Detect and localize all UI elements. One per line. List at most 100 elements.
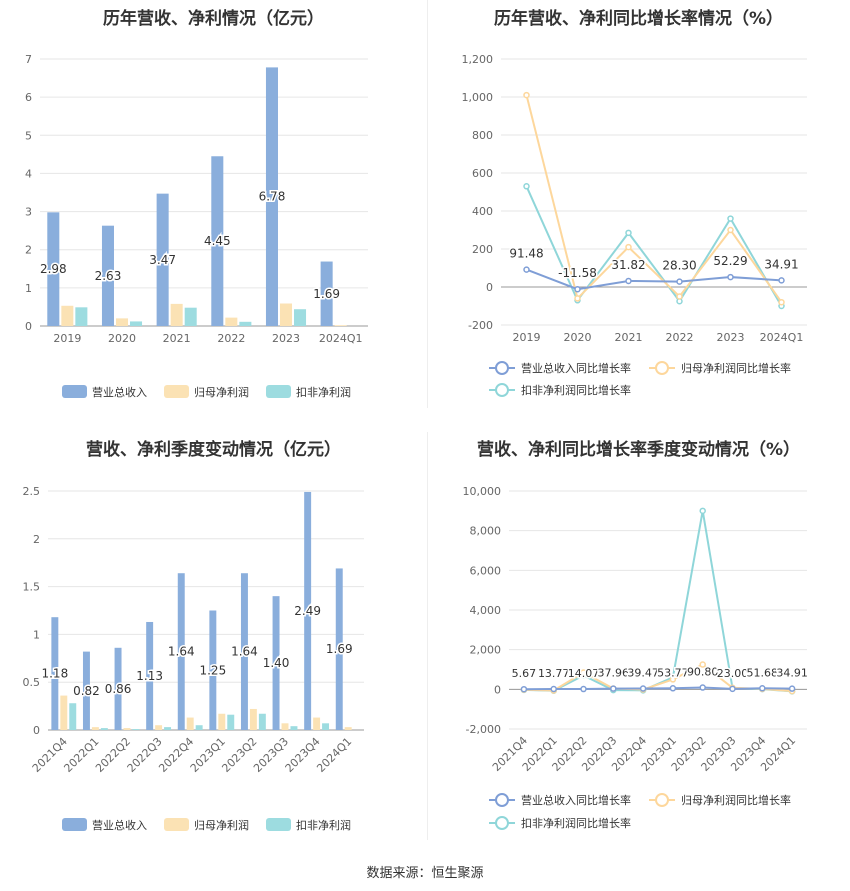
revenue-value-label: 1.13: [136, 669, 163, 683]
deducted-profit-bar: [195, 725, 203, 730]
legend-label: 营业总收入同比增长率: [521, 793, 631, 807]
revenue-growth-point: [639, 685, 647, 692]
revenue-growth-label: 5.67: [512, 667, 537, 680]
legend-label: 扣非净利润: [296, 385, 351, 399]
net-profit-growth-point: [574, 295, 581, 302]
quarterly-revenue-profit-panel: 营收、净利季度变动情况（亿元） 0 0.5 1 1.5 2 2.5 2021Q4 2022Q1…: [0, 427, 427, 847]
revenue-value-label: 1.64: [168, 645, 195, 659]
revenue-growth-label: 28.30: [662, 259, 696, 273]
revenue-growth-point: [625, 277, 632, 285]
deducted-profit-bar: [130, 321, 143, 326]
revenue-value-label: 3.47: [149, 253, 176, 267]
revenue-growth-label: 14.07: [568, 667, 600, 680]
revenue-growth-label: 39.47: [627, 667, 659, 680]
revenue-growth-label: 51.68: [747, 666, 779, 679]
net-profit-growth-point: [580, 669, 587, 676]
x-tick-label: 2019: [53, 332, 81, 345]
revenue-growth-label: -11.58: [558, 266, 597, 280]
net-profit-growth-point: [778, 298, 785, 306]
revenue-bar: [304, 491, 312, 730]
revenue-growth-point: [759, 685, 766, 692]
legend-swatch: [266, 385, 291, 398]
legend-label: 营业总收入: [92, 818, 147, 832]
top-divider: [427, 0, 428, 408]
revenue-growth-point: [669, 685, 677, 692]
revenue-growth-point: [727, 273, 734, 281]
net-profit-bar: [279, 303, 293, 326]
x-tick-label: 2023: [272, 332, 300, 345]
net-profit-growth-point: [727, 226, 734, 234]
x-tick-label: 2020: [108, 332, 136, 345]
y-tick-label: -200: [468, 319, 493, 332]
net-profit-bar: [225, 317, 238, 326]
legend-marker: [495, 816, 509, 830]
legend-label: 归母净利润: [194, 818, 249, 832]
legend-swatch: [266, 818, 291, 831]
revenue-growth-label: 37.96: [598, 667, 630, 680]
revenue-growth-label: 53.77: [657, 666, 689, 679]
revenue-growth-label: 34.91: [776, 667, 808, 680]
deducted-profit-growth-line: [523, 510, 793, 693]
net-profit-growth-point: [699, 661, 706, 668]
net-profit-bar: [115, 318, 129, 326]
revenue-growth-label: 90.80: [687, 666, 719, 679]
net-profit-bar: [313, 717, 321, 730]
net-profit-growth-point: [669, 676, 677, 683]
x-tick-label: 2023: [717, 331, 745, 344]
chart-title: 营收、净利季度变动情况（亿元）: [86, 440, 341, 460]
y-tick-label: 0: [486, 281, 493, 294]
y-tick-label: 8,000: [470, 525, 502, 538]
quarterly-growth-panel: 营收、净利同比增长率季度变动情况（%） -2,000 0 2,000 4,000 6,0…: [427, 427, 850, 847]
deducted-profit-bar: [294, 309, 307, 326]
deducted-profit-bar: [75, 307, 88, 326]
revenue-value-label: 0.82: [73, 684, 100, 698]
chart-title: 历年营收、净利情况（亿元）: [103, 9, 324, 29]
deducted-profit-growth-point: [727, 215, 734, 222]
net-profit-growth-point: [625, 243, 632, 251]
legend-marker: [495, 793, 509, 807]
legend-marker: [495, 383, 509, 397]
revenue-growth-label: 13.77: [538, 667, 570, 680]
x-tick-label: 2020: [564, 331, 592, 344]
x-tick-label: 2024Q1: [760, 331, 804, 344]
revenue-growth-point: [523, 266, 530, 273]
net-profit-bar: [61, 305, 74, 326]
deducted-profit-growth-point: [625, 229, 632, 237]
revenue-growth-point: [778, 277, 785, 284]
deducted-profit-growth-line: [525, 185, 783, 307]
revenue-value-label: 1.40: [263, 656, 290, 670]
y-tick-label: 0.5: [23, 676, 41, 689]
legend-marker: [655, 793, 669, 807]
y-tick-label: 200: [472, 243, 493, 256]
revenue-value-label: 1.25: [199, 663, 226, 677]
revenue-bar: [114, 647, 122, 730]
y-tick-label: 6: [25, 91, 32, 104]
y-tick-label: 2: [33, 533, 40, 546]
revenue-bar: [272, 596, 280, 730]
legend-label: 营业总收入同比增长率: [521, 361, 631, 375]
revenue-growth-point: [676, 278, 683, 285]
revenue-value-label: 1.64: [231, 645, 258, 659]
bottom-divider: [427, 432, 428, 840]
net-profit-bar: [170, 303, 183, 326]
legend-swatch: [164, 818, 189, 831]
revenue-bar: [156, 193, 169, 326]
revenue-growth-label: 52.29: [713, 254, 747, 268]
revenue-value-label: 0.86: [105, 682, 132, 696]
y-tick-label: 1,200: [462, 53, 494, 66]
revenue-bar: [82, 651, 90, 730]
deducted-profit-bar: [239, 321, 252, 326]
y-tick-label: 2: [25, 244, 32, 257]
revenue-growth-point: [699, 684, 706, 691]
revenue-bar: [320, 261, 333, 326]
legend-marker: [655, 361, 669, 375]
deducted-profit-bar: [290, 726, 298, 730]
chart-title: 历年营收、净利同比增长率情况（%）: [493, 9, 784, 29]
revenue-value-label: 1.69: [326, 642, 353, 656]
y-tick-label: 2,000: [470, 644, 502, 657]
annual-growth-chart: -200 0 200 400 600 800 1,000 1,200 2019 2020 2021 2…: [462, 53, 807, 397]
y-tick-label: 1.5: [23, 581, 41, 594]
net-profit-growth-point: [523, 91, 530, 99]
revenue-value-label: 1.69: [313, 287, 340, 301]
y-tick-label: 6,000: [470, 564, 502, 577]
